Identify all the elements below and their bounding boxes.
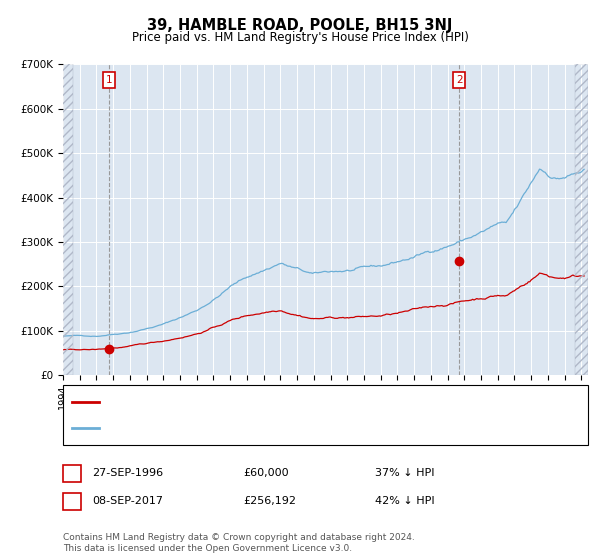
Text: 1: 1 — [106, 75, 112, 85]
Text: 27-SEP-1996: 27-SEP-1996 — [92, 468, 163, 478]
Text: 37% ↓ HPI: 37% ↓ HPI — [375, 468, 434, 478]
Text: 42% ↓ HPI: 42% ↓ HPI — [375, 496, 434, 506]
Text: Contains HM Land Registry data © Crown copyright and database right 2024.
This d: Contains HM Land Registry data © Crown c… — [63, 533, 415, 553]
Text: 2: 2 — [456, 75, 463, 85]
Text: Price paid vs. HM Land Registry's House Price Index (HPI): Price paid vs. HM Land Registry's House … — [131, 31, 469, 44]
Text: 2: 2 — [68, 496, 76, 506]
Text: £60,000: £60,000 — [243, 468, 289, 478]
Text: 39, HAMBLE ROAD, POOLE, BH15 3NJ: 39, HAMBLE ROAD, POOLE, BH15 3NJ — [148, 18, 452, 33]
Text: 08-SEP-2017: 08-SEP-2017 — [92, 496, 163, 506]
Text: £256,192: £256,192 — [243, 496, 296, 506]
Text: 39, HAMBLE ROAD, POOLE, BH15 3NJ (detached house): 39, HAMBLE ROAD, POOLE, BH15 3NJ (detach… — [102, 396, 391, 407]
Text: 1: 1 — [68, 468, 76, 478]
Text: HPI: Average price, detached house, Bournemouth Christchurch and Poole: HPI: Average price, detached house, Bour… — [102, 423, 490, 433]
